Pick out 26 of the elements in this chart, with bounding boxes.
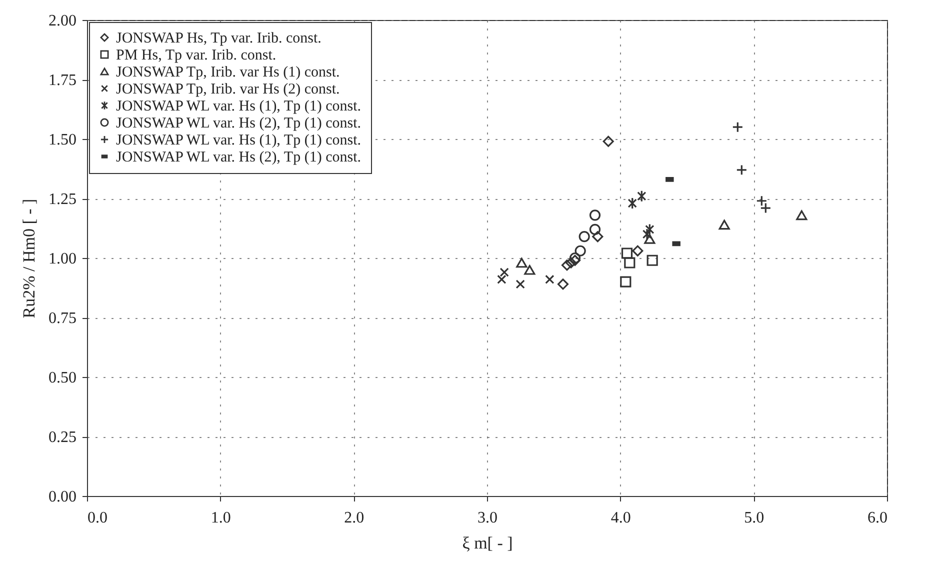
y-tick-label: 0.50: [48, 370, 76, 386]
y-tick-label: 2.00: [48, 12, 76, 30]
legend-label: PM Hs, Tp var. Irib. const.: [116, 48, 276, 64]
y-axis-title: Ru2% / Hm0 [ - ]: [20, 198, 38, 318]
legend-label: JONSWAP Hs, Tp var. Irib. const.: [116, 30, 322, 46]
x-tick-label: 0.0: [88, 510, 108, 526]
y-tick-label: 1.00: [48, 250, 76, 268]
legend-label: JONSWAP WL var. Hs (1), Tp (1) const.: [116, 98, 361, 114]
y-tick-label: 0.75: [48, 310, 76, 327]
y-tick-label: 1.25: [48, 191, 76, 208]
x-tick-label: 3.0: [478, 510, 498, 526]
x-axis-title: ξ m[ - ]: [462, 534, 513, 552]
x-tick-label: 2.0: [344, 510, 364, 526]
y-tick-label: 1.50: [48, 132, 76, 148]
legend-label: JONSWAP Tp, Irib. var Hs (1) const.: [116, 64, 340, 80]
x-tick-label: 5.0: [744, 510, 764, 526]
y-tick-label: 1.75: [48, 72, 76, 89]
legend-label: JONSWAP WL var. Hs (2), Tp (1) const.: [116, 150, 361, 166]
y-tick-label: 0.25: [48, 429, 76, 446]
legend-label: JONSWAP WL var. Hs (1), Tp (1) const.: [116, 132, 361, 148]
x-tick-label: 6.0: [868, 510, 888, 526]
y-tick-label: 0.00: [48, 488, 76, 506]
x-tick-label: 4.0: [610, 510, 631, 526]
x-tick-label: 1.0: [210, 510, 231, 526]
legend-label: JONSWAP WL var. Hs (2), Tp (1) const.: [116, 116, 361, 132]
legend-label: JONSWAP Tp, Irib. var Hs (2) const.: [116, 82, 340, 98]
